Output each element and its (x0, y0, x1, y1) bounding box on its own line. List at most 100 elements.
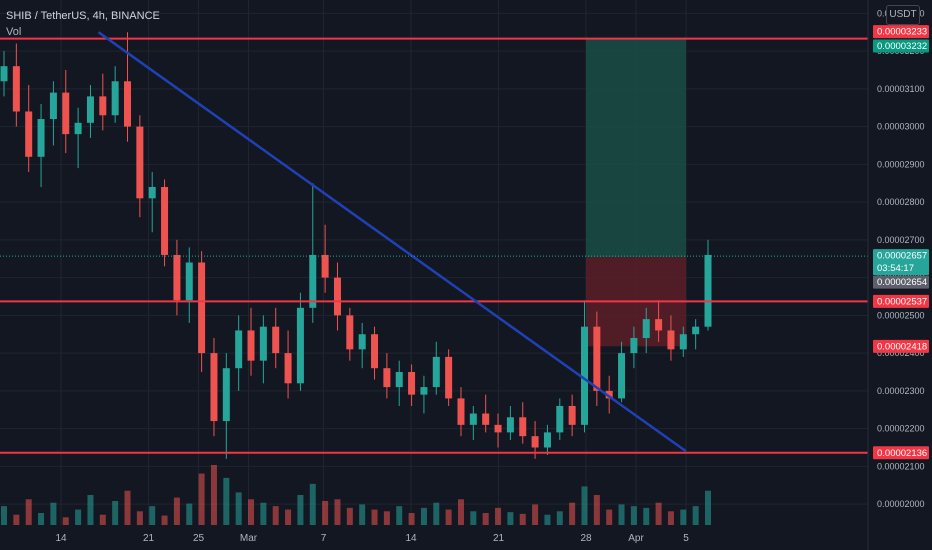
candle-body (457, 398, 465, 425)
volume-bar (186, 503, 193, 525)
volume-bar (322, 501, 329, 525)
candle-body (296, 307, 304, 384)
price-label-text: 0.00002418 (877, 341, 927, 352)
y-tick-label: 0.00002800 (877, 197, 925, 207)
price-label-bg (873, 446, 929, 460)
candle-body (618, 353, 626, 399)
candle-body (148, 186, 156, 199)
x-tick-label: Mar (240, 533, 258, 544)
candle-body (99, 96, 107, 116)
volume-bar (383, 511, 390, 525)
price-label-bg (873, 294, 929, 308)
volume-bar (593, 495, 600, 525)
x-tick-label: 7 (321, 533, 327, 544)
price-label-stop: 0.00002418 (873, 339, 929, 353)
currency-button[interactable]: USDT (886, 5, 920, 25)
candle-body (531, 436, 539, 448)
candle-body (494, 424, 502, 433)
candle-body (630, 338, 638, 354)
candle-body (62, 92, 70, 135)
volume-bar (297, 495, 304, 525)
volume-bar (346, 507, 353, 525)
volume-bar (495, 507, 502, 525)
y-tick-label: 0.00002100 (877, 461, 925, 471)
candle-body (642, 319, 650, 339)
volume-indicator-label[interactable]: Vol (6, 26, 22, 38)
symbol-title[interactable]: SHIB / TetherUS, 4h, BINANCE (6, 10, 160, 22)
candle-body (25, 111, 33, 157)
candle-body (445, 356, 453, 399)
volume-bar (309, 483, 316, 525)
volume-bar (124, 490, 131, 525)
candle-body (692, 326, 700, 335)
candle-body (210, 353, 218, 422)
volume-bar (680, 509, 687, 525)
x-tick-label: 21 (143, 533, 155, 544)
volume-bar (149, 506, 156, 525)
candle-body (383, 368, 391, 388)
candle-body (37, 119, 45, 157)
volume-bar (235, 492, 242, 525)
price-label-bg (873, 339, 929, 353)
price-label-bg (873, 25, 929, 39)
candle-body (704, 254, 712, 327)
y-tick-label: 0.00002300 (877, 386, 925, 396)
volume-bar (408, 513, 415, 525)
volume-bar (544, 514, 551, 525)
candle-body (284, 353, 292, 384)
volume-bar (556, 511, 563, 525)
bar-countdown-text: 03:54:17 (877, 263, 914, 274)
volume-bar (692, 506, 699, 525)
candle-body (568, 405, 576, 425)
candle-body (469, 413, 477, 425)
candle-body (74, 122, 82, 135)
volume-bar (50, 502, 57, 525)
candle-body (309, 254, 317, 308)
candle-body (580, 326, 588, 425)
candle-body (333, 277, 341, 316)
volume-bar (606, 509, 613, 525)
volume-bar (618, 504, 625, 525)
candle-body (198, 262, 206, 354)
profit-target-zone (586, 38, 686, 258)
volume-bar (112, 501, 119, 525)
volume-bar (655, 502, 662, 525)
y-tick-label: 0.00002000 (877, 499, 925, 509)
volume-bar (260, 502, 267, 525)
volume-bar (285, 509, 292, 525)
candle-body (519, 417, 527, 437)
volume-bar (161, 515, 168, 525)
volume-bar (433, 502, 440, 525)
candle-body (111, 81, 119, 116)
price-label-entry: 0.00002654 (873, 275, 929, 289)
candle-body (679, 334, 687, 350)
volume-bar (75, 509, 82, 525)
candle-body (395, 371, 403, 388)
y-tick-label: 0.00002900 (877, 159, 925, 169)
candle-body (49, 92, 57, 120)
candle-body (161, 186, 169, 255)
volume-bar (630, 506, 637, 525)
volume-bar (507, 512, 514, 525)
candle-body (321, 254, 329, 278)
price-label-text: 0.00003233 (877, 27, 927, 38)
volume-bar (667, 511, 674, 525)
volume-bar (1, 506, 7, 525)
volume-bar (705, 490, 711, 525)
candle-body (235, 330, 243, 369)
volume-bar (334, 499, 341, 525)
y-tick-label: 0.00003000 (877, 122, 925, 132)
x-tick-label: 21 (493, 533, 505, 544)
volume-bar (173, 497, 180, 525)
candle-body (605, 390, 613, 399)
candle-body (259, 326, 267, 361)
candle-body (358, 334, 366, 350)
x-tick-label: 14 (405, 533, 417, 544)
candle-body (86, 96, 94, 123)
volume-bar (371, 509, 378, 525)
volume-bar (38, 513, 45, 525)
y-tick-label: 0.00002700 (877, 235, 925, 245)
